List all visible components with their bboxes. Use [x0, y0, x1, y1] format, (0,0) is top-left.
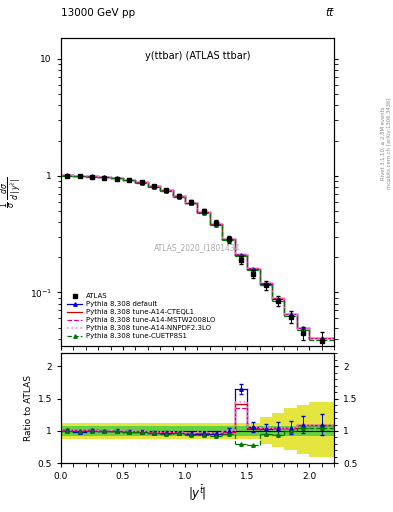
Text: ATLAS_2020_I1801434: ATLAS_2020_I1801434 — [154, 243, 241, 252]
Y-axis label: Ratio to ATLAS: Ratio to ATLAS — [24, 375, 33, 441]
Legend: ATLAS, Pythia 8.308 default, Pythia 8.308 tune-A14-CTEQL1, Pythia 8.308 tune-A14: ATLAS, Pythia 8.308 default, Pythia 8.30… — [64, 290, 218, 342]
X-axis label: $|y^{\bar{t}\!}|$: $|y^{\bar{t}\!}|$ — [188, 484, 207, 504]
Text: tt̅: tt̅ — [326, 8, 334, 18]
Text: 13000 GeV pp: 13000 GeV pp — [61, 8, 135, 18]
Text: y(ttbar) (ATLAS ttbar): y(ttbar) (ATLAS ttbar) — [145, 51, 250, 61]
Text: mcplots.cern.ch [arXiv:1306.3436]: mcplots.cern.ch [arXiv:1306.3436] — [387, 98, 392, 189]
Y-axis label: $\frac{1}{\sigma}\,\frac{d\sigma}{d\,|\,y^{\bar{t}}\,|}$: $\frac{1}{\sigma}\,\frac{d\sigma}{d\,|\,… — [0, 176, 24, 208]
Text: Rivet 3.1.10, ≥ 2.8M events: Rivet 3.1.10, ≥ 2.8M events — [381, 106, 386, 180]
